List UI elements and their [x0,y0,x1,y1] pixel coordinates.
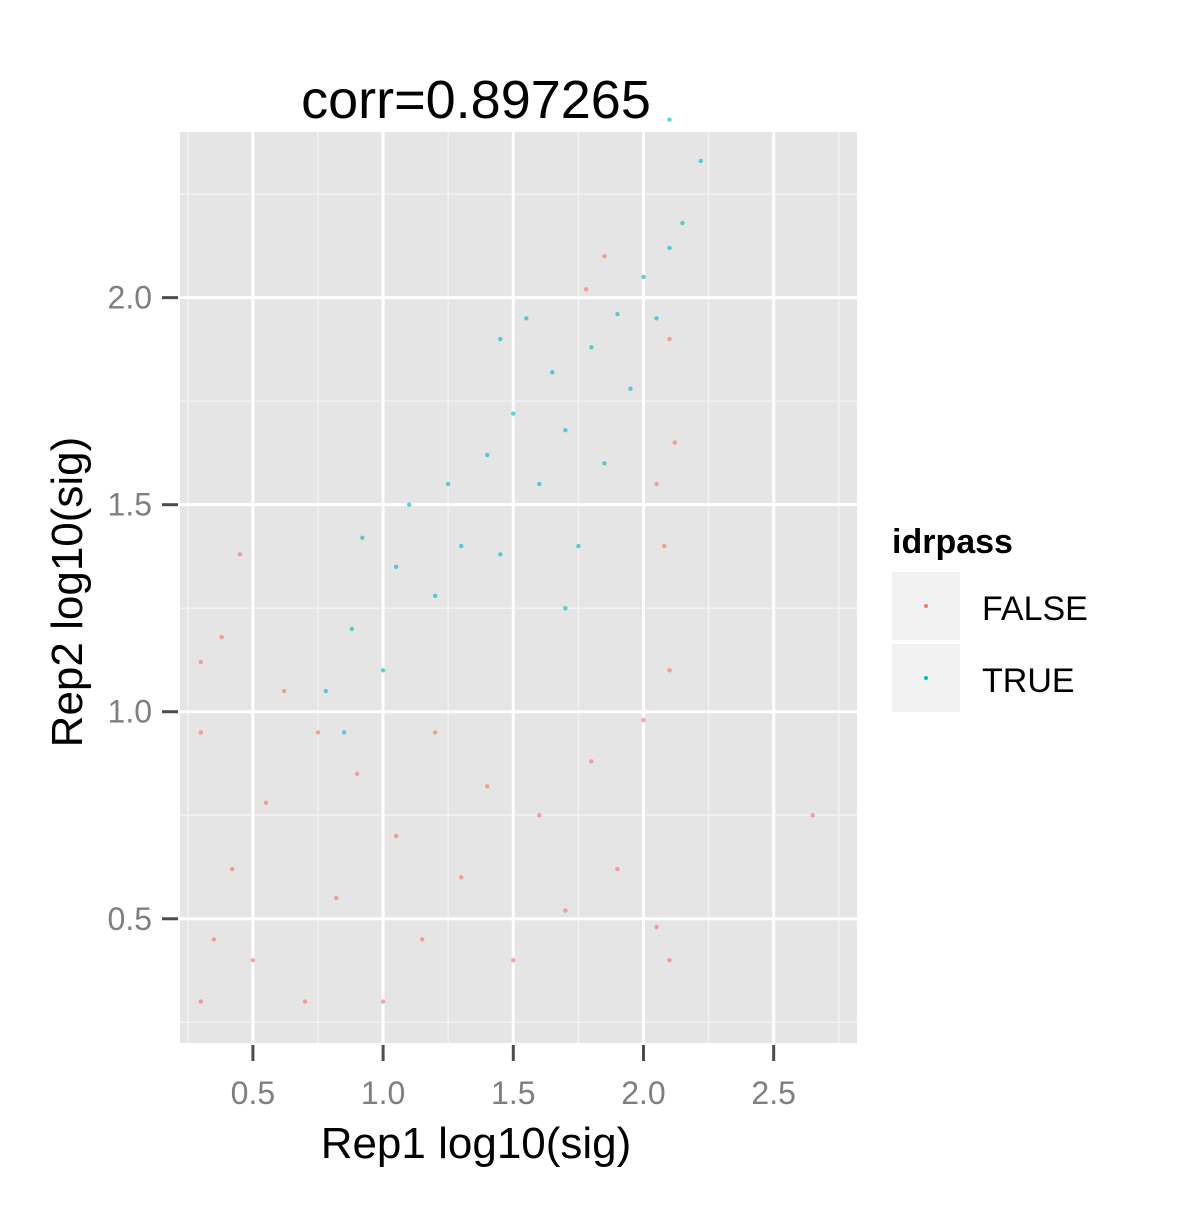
point-false [563,908,568,913]
legend-title: idrpass [892,523,1013,561]
point-false [615,866,620,872]
point-true [680,220,685,226]
point-false [211,937,217,942]
point-true [563,427,568,433]
point-false [237,552,243,557]
point-false [672,440,677,445]
point-false [229,866,235,872]
y-axis-title: Rep2 log10(sig) [43,437,92,748]
plot-panel [180,132,857,1043]
point-false [485,784,490,789]
point-true [511,411,516,416]
point-false [654,924,659,930]
point-false [654,481,659,487]
legend-key-false-dot [924,604,928,608]
point-false [219,634,224,640]
point-false [315,730,321,735]
y-tick-label: 1.5 [108,487,152,523]
point-false [198,659,204,665]
point-true [589,345,594,350]
point-false [302,999,308,1004]
point-true [349,626,355,632]
legend-key-true-dot [924,676,928,680]
chart-title: corr=0.897265 [301,70,651,130]
legend: idrpass FALSE TRUE [892,523,1088,712]
point-true [576,543,581,549]
x-tick-label: 0.5 [231,1075,275,1111]
point-true [524,316,529,321]
point-false [432,730,438,735]
grid-lines [180,132,857,1043]
point-true [380,668,386,673]
point-false [602,254,607,259]
legend-label-false: FALSE [982,590,1088,628]
point-true [445,481,451,487]
point-true [537,481,542,487]
point-true [563,606,568,611]
point-true [406,502,412,507]
point-false [250,957,256,963]
point-true [667,245,672,251]
point-false [354,771,360,777]
y-tick-label: 1.0 [108,694,152,730]
point-false [667,336,672,342]
point-true [667,117,672,122]
point-true [550,369,555,375]
point-false [662,543,667,549]
axes: 0.5 1.0 1.5 2.0 2.5 0.5 1.0 1.5 2.0 [108,280,796,1111]
x-axis-title: Rep1 log10(sig) [321,1119,632,1168]
plot-background [180,132,857,1043]
point-false [198,730,204,735]
point-false [281,688,287,694]
point-true [432,593,438,598]
y-tick-label: 2.0 [108,280,152,316]
point-false [667,957,672,963]
point-true [459,543,464,549]
x-tick-label: 1.0 [361,1075,405,1111]
x-tick-label: 1.5 [491,1075,535,1111]
point-true [602,461,607,466]
point-true [498,552,503,557]
point-false [198,999,204,1004]
point-false [380,999,386,1004]
point-false [419,937,425,942]
legend-label-true: TRUE [982,662,1075,700]
point-false [511,957,516,963]
point-false [667,668,672,673]
point-true [654,316,659,321]
point-true [628,386,633,391]
point-true [485,452,490,458]
point-false [263,800,269,806]
point-true [341,730,347,735]
data-points [198,117,815,1004]
point-false [584,287,589,292]
point-true [615,312,620,317]
point-true [323,688,329,694]
point-true [393,564,399,569]
point-true [641,274,646,280]
point-false [334,895,339,901]
point-false [537,813,542,818]
x-tick-label: 2.0 [621,1075,665,1111]
point-true [698,158,703,164]
point-true [360,535,365,541]
y-tick-label: 0.5 [108,901,152,937]
point-true [498,336,503,342]
point-false [641,717,646,723]
point-false [459,875,464,880]
x-tick-label: 2.5 [751,1075,795,1111]
point-false [589,759,594,764]
point-false [810,813,815,818]
point-false [393,833,399,839]
